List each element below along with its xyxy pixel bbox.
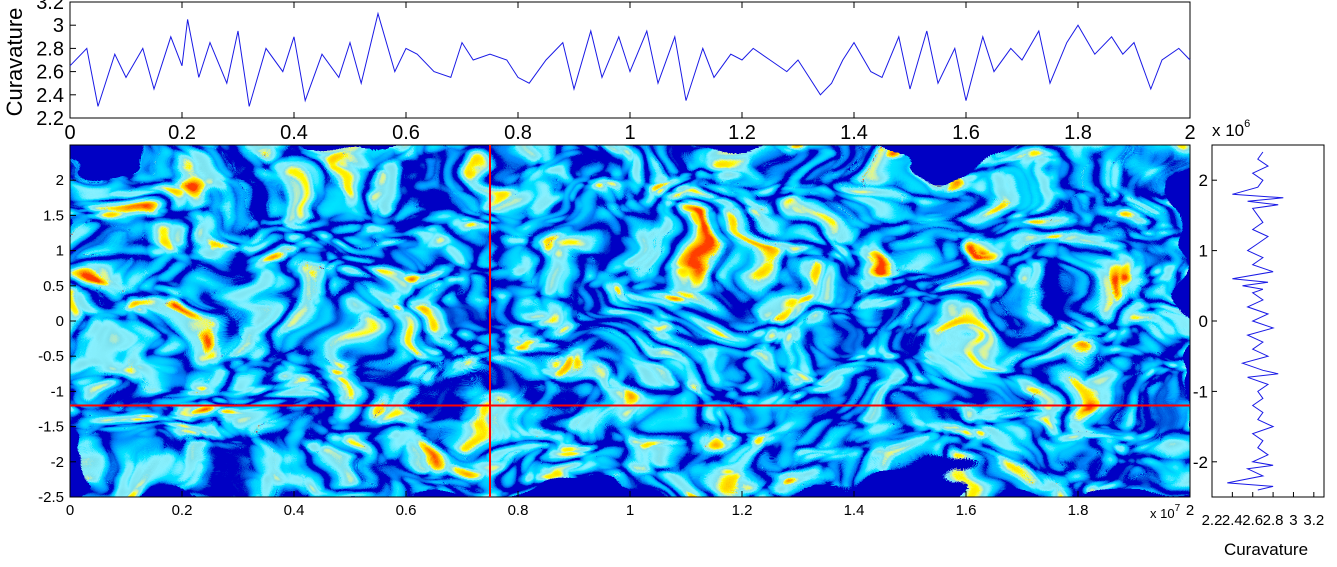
- top-x-tick-label: 2: [1184, 122, 1195, 144]
- right-y-tick-label: 1: [1199, 242, 1208, 261]
- main-x-tick-label: 1.6: [956, 502, 977, 519]
- main-x-tick-label: 0.6: [396, 502, 417, 519]
- right-x-tick-label: 2.6: [1242, 512, 1263, 529]
- top-x-tick-label: 1.2: [728, 122, 756, 144]
- right-x-tick-label: 2.4: [1222, 512, 1243, 529]
- right-x-axis-label: Curavature: [1224, 540, 1308, 559]
- right-curvature-panel: 2.2 2.4 2.6 2.8 3 3.2 2 1 0 -1 -2 Curavature: [1193, 144, 1325, 559]
- main-y-tick-label: -2.5: [38, 489, 64, 506]
- right-x-tick-label: 3: [1289, 512, 1297, 529]
- right-x-tick-label: 2.2: [1202, 512, 1223, 529]
- main-x-tick-label: 1.2: [732, 502, 753, 519]
- top-y-tick-label: 2.4: [36, 85, 64, 107]
- top-y-tick-label: 2.2: [36, 108, 64, 130]
- main-y-tick-label: -2: [51, 454, 64, 471]
- top-x-tick-label: 0.6: [392, 122, 420, 144]
- main-field-panel: 0 0.2 0.4 0.6 0.8 1 1.2 1.4 1.6 1.8 2 2 1.5 1 0.5 0 -0.…: [38, 144, 1194, 521]
- right-y-tick-label: -1: [1193, 382, 1208, 401]
- main-x-tick-label: 1: [626, 502, 634, 519]
- main-x-tick-label: 0.4: [284, 502, 305, 519]
- right-y-ticks: 2 1 0 -1 -2: [1193, 171, 1217, 472]
- top-curvature-panel: 0 0.2 0.4 0.6 0.8 1 1.2 1.4 1.6 1.8 2 2.22.42.62.8…: [2, 0, 1250, 144]
- right-x-ticks: 2.2 2.4 2.6 2.8 3 3.2: [1202, 492, 1324, 529]
- field-heatmap: [70, 145, 1190, 497]
- main-y-tick-label: 2: [56, 172, 64, 189]
- top-x-tick-label: 1.8: [1064, 122, 1092, 144]
- main-y-tick-label: 1: [56, 243, 64, 260]
- top-x-tick-label: 1.4: [840, 122, 868, 144]
- main-x-tick-label: 2: [1186, 502, 1194, 519]
- main-x-ticks: 0 0.2 0.4 0.6 0.8 1 1.2 1.4 1.6 1.8 2: [66, 491, 1194, 519]
- top-y-axis-label: Curavature: [2, 8, 27, 117]
- top-x-tick-label: 0.4: [280, 122, 308, 144]
- main-y-tick-label: 1.5: [43, 207, 64, 224]
- main-y-tick-label: -0.5: [38, 348, 64, 365]
- top-curvature-line: [69, 11, 1191, 107]
- right-curvature-series: [1227, 151, 1284, 491]
- top-y-ticks: 2.22.42.62.833.2: [36, 0, 76, 130]
- top-y-tick-label: 3.2: [36, 0, 64, 14]
- top-curvature-series: [69, 11, 1191, 107]
- right-x-tick-label: 3.2: [1303, 512, 1324, 529]
- top-x-tick-label: 1: [624, 122, 635, 144]
- top-y-tick-label: 3: [53, 15, 64, 37]
- main-y-tick-label: -1.5: [38, 419, 64, 436]
- main-y-ticks: 2 1.5 1 0.5 0 -0.5 -1 -1.5 -2 -2.5: [38, 172, 76, 506]
- main-y-tick-label: 0.5: [43, 278, 64, 295]
- top-x-tick-label: 0.8: [504, 122, 532, 144]
- right-curvature-line: [1227, 151, 1284, 491]
- main-y-tick-label: 0: [56, 313, 64, 330]
- right-y-tick-label: 0: [1199, 312, 1208, 331]
- main-x-tick-label: 0: [66, 502, 74, 519]
- main-x-exponent: x 107: [1150, 503, 1181, 521]
- main-x-tick-label: 1.8: [1068, 502, 1089, 519]
- right-x-tick-label: 2.8: [1263, 512, 1284, 529]
- main-y-tick-label: -1: [51, 383, 64, 400]
- top-y-tick-label: 2.6: [36, 62, 64, 84]
- main-x-tick-label: 0.8: [508, 502, 529, 519]
- top-x-tick-label: 0: [64, 122, 75, 144]
- main-x-tick-label: 1.4: [844, 502, 865, 519]
- right-y-tick-label: 2: [1199, 171, 1208, 190]
- main-x-tick-label: 0.2: [172, 502, 193, 519]
- right-y-tick-label: -2: [1193, 453, 1208, 472]
- top-x-ticks: 0 0.2 0.4 0.6 0.8 1 1.2 1.4 1.6 1.8 2: [64, 2, 1196, 144]
- top-x-exponent: x 106: [1212, 118, 1250, 140]
- top-x-tick-label: 1.6: [952, 122, 980, 144]
- top-x-tick-label: 0.2: [168, 122, 196, 144]
- top-y-tick-label: 2.8: [36, 38, 64, 60]
